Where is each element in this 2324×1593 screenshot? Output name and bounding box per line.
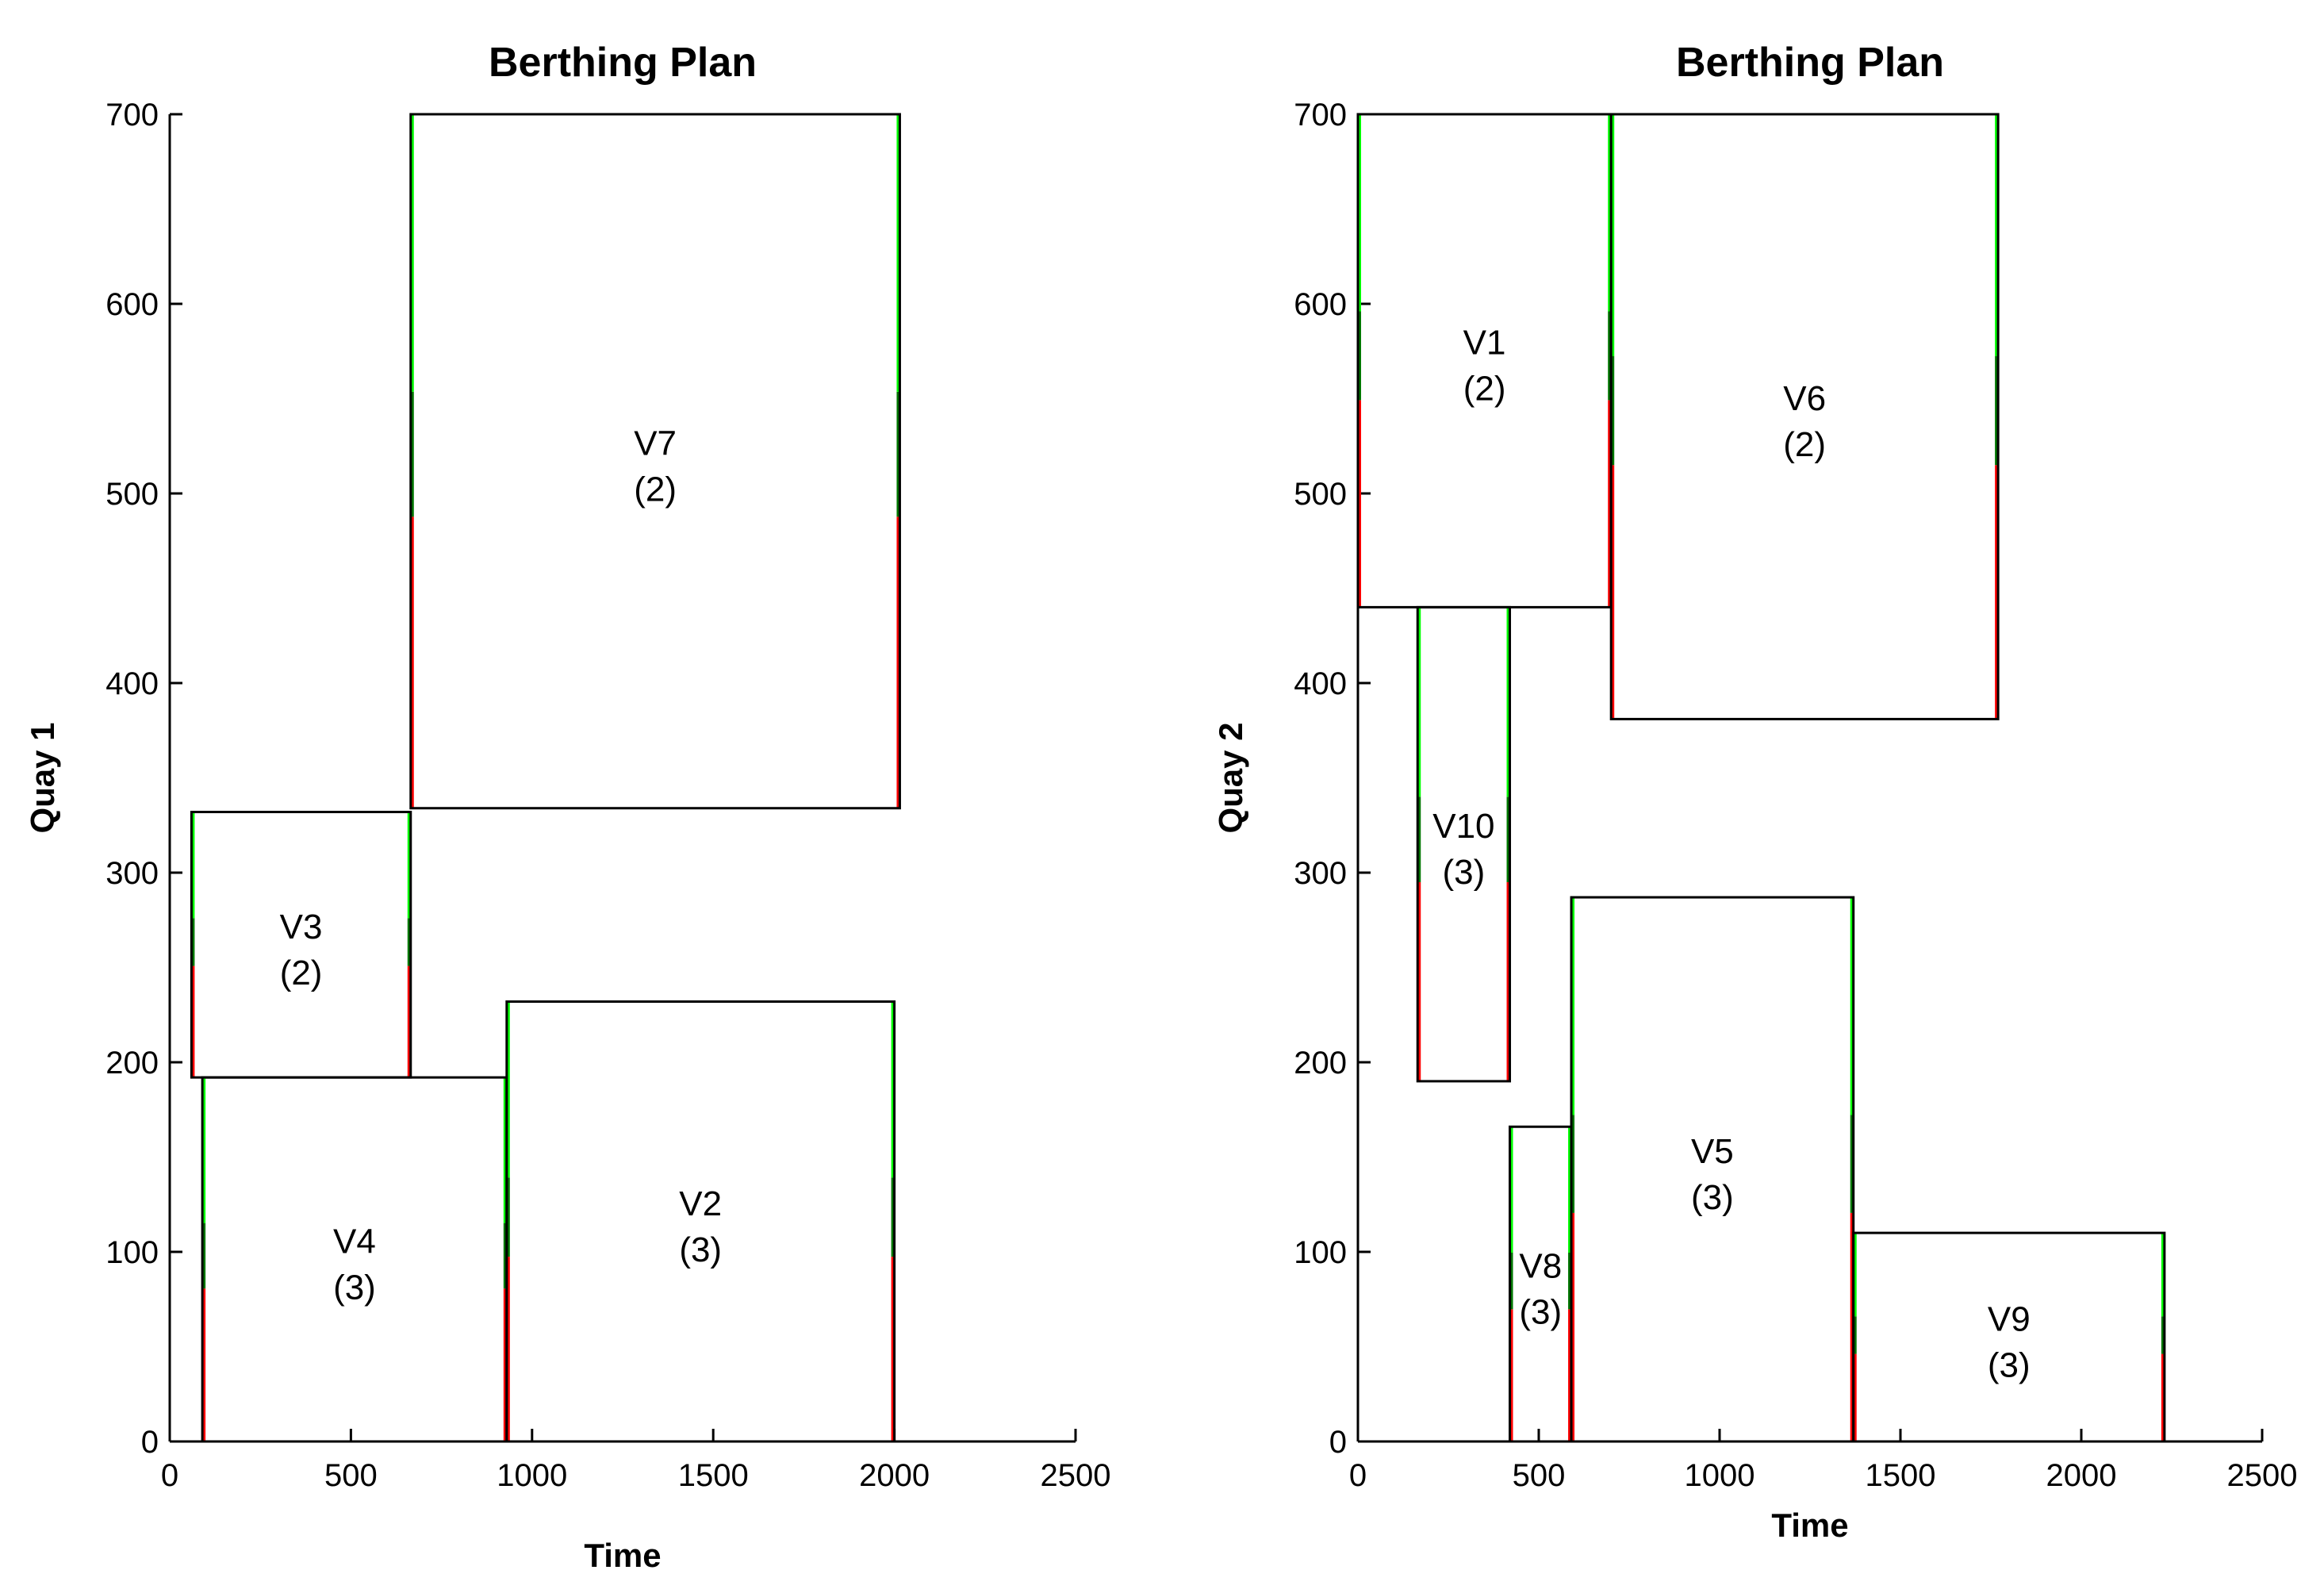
vessel-bar — [1609, 113, 2000, 720]
x-tick-label: 0 — [1349, 1458, 1367, 1493]
x-tick-label: 1500 — [678, 1458, 749, 1493]
x-axis-label: Time — [1771, 1507, 1848, 1544]
x-tick-label: 1500 — [1866, 1458, 1936, 1493]
vessel-bar — [409, 113, 901, 810]
vessel-crane-count: (3) — [1519, 1293, 1562, 1332]
vessel-v5: V5(3) — [1570, 896, 1855, 1443]
x-tick-label: 2500 — [1041, 1458, 1111, 1493]
vessel-crane-count: (3) — [1442, 853, 1485, 892]
vessel-v4: V4(3) — [201, 1076, 508, 1443]
vessel-v10: V10(3) — [1416, 605, 1512, 1083]
y-tick-label: 500 — [105, 477, 159, 512]
vessel-label: V6 — [1783, 379, 1826, 418]
vessel-v8: V8(3) — [1509, 1125, 1573, 1443]
vessel-label: V9 — [1988, 1300, 2031, 1339]
vessel-v6: V6(2) — [1609, 113, 2000, 720]
vessel-label: V8 — [1519, 1247, 1562, 1286]
vessel-bar — [505, 1000, 896, 1443]
chart-title: Berthing Plan — [489, 40, 757, 86]
vessel-crane-count: (2) — [1463, 370, 1506, 409]
vessel-label: V1 — [1463, 324, 1506, 363]
vessel-label: V2 — [679, 1184, 722, 1223]
vessel-v9: V9(3) — [1852, 1231, 2166, 1443]
vessel-label: V10 — [1432, 807, 1494, 846]
vessel-crane-count: (3) — [333, 1269, 376, 1307]
y-tick-label: 700 — [1294, 98, 1347, 132]
vessel-crane-count: (2) — [1783, 425, 1826, 464]
y-tick-label: 100 — [1294, 1235, 1347, 1270]
y-tick-label: 500 — [1294, 477, 1347, 512]
y-tick-label: 0 — [141, 1425, 159, 1460]
vessel-v7: V7(2) — [409, 113, 901, 810]
vessel-label: V7 — [634, 424, 677, 463]
y-tick-label: 300 — [1294, 856, 1347, 891]
vessel-label: V5 — [1691, 1132, 1734, 1171]
y-tick-label: 100 — [105, 1235, 159, 1270]
y-axis-label: Quay 2 — [1212, 722, 1249, 833]
vessel-crane-count: (2) — [280, 954, 323, 992]
x-tick-label: 1000 — [497, 1458, 567, 1493]
quay-1-chart: Berthing Plan 0 500 1000 1500 2000 2500 0 100 200… — [24, 40, 1110, 1574]
vessel-v1: V1(2) — [1356, 113, 1613, 608]
x-tick-label: 500 — [1513, 1458, 1566, 1493]
vessel-label: V3 — [280, 908, 323, 946]
vessel-crane-count: (3) — [1988, 1346, 2031, 1385]
vessel-v2: V2(3) — [505, 1000, 896, 1443]
vessel-crane-count: (3) — [679, 1230, 722, 1269]
x-tick-label: 1000 — [1685, 1458, 1755, 1493]
x-tick-label: 2000 — [859, 1458, 930, 1493]
quay-2-chart: Berthing Plan 0 500 1000 1500 2000 2500 0 100 200… — [1212, 40, 2297, 1544]
y-tick-label: 600 — [1294, 287, 1347, 322]
y-axis-label: Quay 1 — [24, 722, 61, 833]
y-tick-label: 200 — [105, 1046, 159, 1081]
x-axis-label: Time — [584, 1537, 661, 1574]
y-tick-label: 0 — [1329, 1425, 1347, 1460]
chart-title: Berthing Plan — [1676, 40, 1944, 86]
y-tick-label: 200 — [1294, 1046, 1347, 1081]
x-tick-label: 500 — [324, 1458, 378, 1493]
vessel-crane-count: (2) — [634, 470, 677, 509]
vessel-bar — [1416, 605, 1512, 1083]
y-tick-label: 600 — [105, 287, 159, 322]
vessel-bar — [1570, 896, 1855, 1443]
y-tick-label: 700 — [105, 98, 159, 132]
y-tick-label: 400 — [1294, 666, 1347, 701]
x-tick-label: 0 — [161, 1458, 178, 1493]
vessel-v3: V3(2) — [190, 811, 412, 1079]
x-tick-label: 2500 — [2227, 1458, 2298, 1493]
y-tick-label: 300 — [105, 856, 159, 891]
y-tick-label: 400 — [105, 666, 159, 701]
vessel-crane-count: (3) — [1691, 1178, 1734, 1217]
vessel-bar — [1852, 1231, 2166, 1443]
x-tick-label: 2000 — [2046, 1458, 2117, 1493]
vessel-label: V4 — [333, 1223, 376, 1261]
